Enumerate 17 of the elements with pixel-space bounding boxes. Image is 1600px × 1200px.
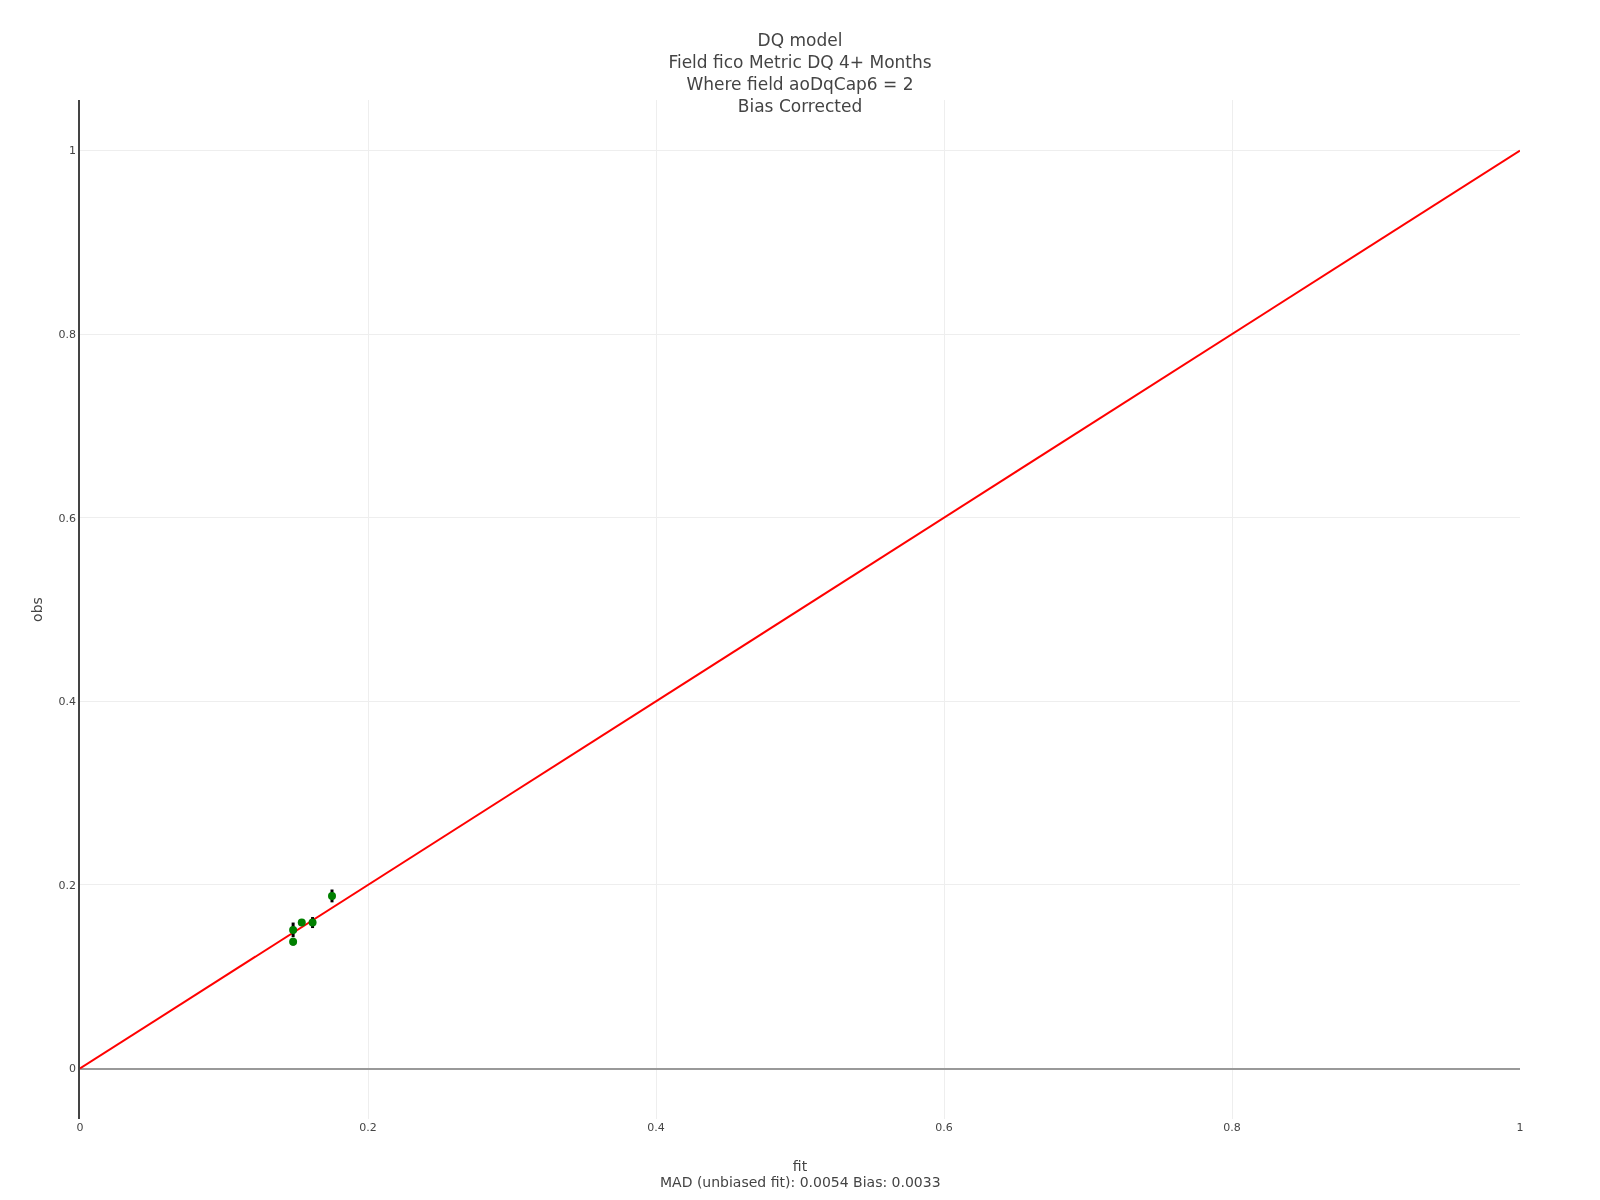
chart-title: DQ model Field fico Metric DQ 4+ Months Where field aoDqCap6 = 2 Bias Corrected — [668, 29, 932, 116]
y-tick-label: 0.2 — [58, 878, 77, 892]
x-tick-label: 0.6 — [935, 1121, 953, 1134]
x-tick-label: 0.8 — [1223, 1121, 1241, 1134]
x-tick-label: 1 — [1516, 1121, 1524, 1134]
x-tick-label: 0.4 — [647, 1121, 665, 1134]
y-tick-label: 0.8 — [58, 327, 77, 341]
y-axis-title: obs — [28, 597, 45, 622]
point — [289, 925, 298, 934]
text: MAD (unbiased fit): 0.0054 Bias: 0.0033 — [660, 1174, 941, 1190]
x-axis-title: fit — [792, 1158, 808, 1175]
y-tick-label: 0.6 — [58, 511, 77, 525]
y-tick-label: 0.4 — [58, 695, 77, 709]
y-tick-label: 1 — [69, 144, 77, 158]
x-tick-label: 0.2 — [359, 1121, 377, 1134]
y-tick-label: 0 — [69, 1062, 77, 1076]
point — [328, 891, 336, 900]
